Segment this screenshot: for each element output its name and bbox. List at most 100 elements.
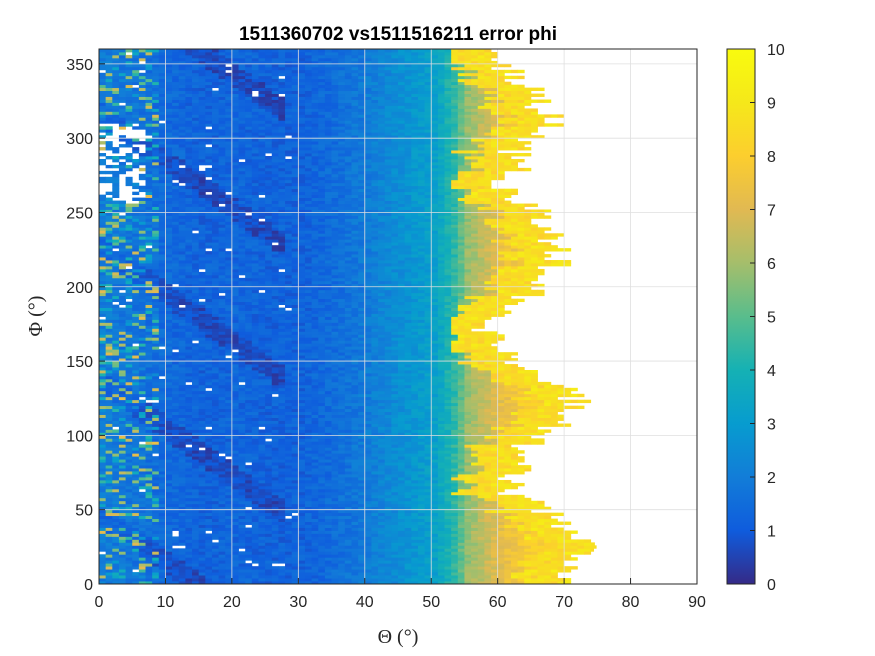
- heatmap-cell: [344, 420, 352, 424]
- heatmap-cell: [245, 578, 253, 582]
- heatmap-cell: [152, 429, 160, 433]
- heatmap-cell: [351, 414, 359, 418]
- heatmap-cell: [484, 447, 492, 451]
- heatmap-cell: [537, 399, 545, 404]
- heatmap-cell: [231, 358, 239, 362]
- heatmap-cell: [198, 367, 206, 371]
- heatmap-cell: [524, 569, 532, 573]
- heatmap-cell: [510, 557, 518, 561]
- heatmap-cell: [431, 375, 439, 380]
- heatmap-cell: [431, 581, 439, 585]
- heatmap-cell: [577, 542, 585, 546]
- heatmap-cell: [211, 527, 219, 531]
- heatmap-cell: [557, 539, 565, 543]
- heatmap-cell: [198, 411, 206, 415]
- heatmap-cell: [271, 390, 279, 395]
- heatmap-cell: [378, 444, 386, 448]
- heatmap-cell: [271, 358, 279, 362]
- heatmap-cell: [165, 393, 173, 398]
- heatmap-cell: [238, 414, 246, 418]
- heatmap-cell: [178, 575, 186, 579]
- heatmap-cell: [245, 521, 253, 525]
- heatmap-cell: [99, 494, 107, 499]
- heatmap-cell: [271, 405, 279, 410]
- heatmap-cell: [457, 405, 465, 410]
- heatmap-cell: [417, 462, 425, 466]
- heatmap-cell: [205, 375, 213, 380]
- heatmap-cell: [338, 521, 346, 525]
- heatmap-cell: [198, 506, 206, 511]
- heatmap-cell: [464, 444, 472, 448]
- heatmap-cell: [238, 554, 246, 558]
- heatmap-cell: [251, 417, 259, 421]
- heatmap-cell: [398, 414, 406, 418]
- heatmap-cell: [510, 364, 518, 368]
- heatmap-cell: [105, 355, 113, 359]
- heatmap-cell: [218, 423, 226, 427]
- heatmap-cell: [491, 447, 499, 451]
- heatmap-cell: [185, 387, 193, 392]
- heatmap-cell: [118, 465, 126, 469]
- heatmap-cell: [324, 393, 332, 398]
- heatmap-cell: [145, 509, 153, 514]
- heatmap-cell: [278, 432, 286, 436]
- heatmap-cell: [145, 506, 160, 511]
- heatmap-cell: [258, 465, 266, 469]
- heatmap-cell: [132, 539, 140, 543]
- heatmap-cell: [504, 396, 512, 401]
- heatmap-cell: [550, 569, 558, 573]
- heatmap-cell: [497, 503, 505, 508]
- heatmap-cell: [437, 518, 445, 522]
- heatmap-cell: [271, 485, 279, 490]
- heatmap-cell: [384, 548, 392, 552]
- heatmap-cell: [225, 563, 233, 567]
- heatmap-cell: [517, 435, 525, 439]
- heatmap-cell: [431, 509, 439, 514]
- heatmap-cell: [411, 429, 419, 433]
- heatmap-cell: [444, 477, 452, 481]
- heatmap-cell: [324, 444, 332, 448]
- heatmap-cell: [437, 393, 445, 398]
- heatmap-cell: [311, 414, 319, 418]
- heatmap-cell: [198, 497, 206, 502]
- heatmap-cell: [471, 477, 479, 481]
- heatmap-cell: [431, 435, 439, 439]
- heatmap-cell: [118, 358, 126, 362]
- heatmap-cell: [431, 402, 439, 407]
- heatmap-cell: [185, 474, 193, 478]
- heatmap-cell: [304, 408, 313, 413]
- heatmap-cell: [344, 536, 352, 540]
- heatmap-cell: [271, 500, 279, 505]
- heatmap-cell: [457, 372, 465, 377]
- heatmap-cell: [198, 361, 206, 365]
- heatmap-cell: [185, 581, 193, 585]
- heatmap-cell: [444, 423, 452, 427]
- heatmap-cell: [185, 402, 193, 407]
- heatmap-cell: [132, 411, 140, 415]
- heatmap-cell: [198, 560, 206, 564]
- heatmap-cell: [371, 372, 379, 377]
- heatmap-cell: [185, 524, 193, 528]
- heatmap-cell: [391, 575, 399, 579]
- heatmap-cell: [145, 485, 153, 490]
- heatmap-cell: [118, 384, 126, 389]
- heatmap-cell: [245, 453, 253, 457]
- heatmap-cell: [358, 491, 366, 496]
- heatmap-cell: [457, 396, 465, 401]
- heatmap-cell: [451, 468, 459, 472]
- heatmap-cell: [238, 453, 246, 457]
- heatmap-cell: [371, 474, 379, 478]
- heatmap-cell: [271, 375, 279, 380]
- heatmap-cell: [158, 405, 166, 410]
- heatmap-cell: [398, 370, 406, 374]
- heatmap-cell: [544, 578, 552, 582]
- heatmap-cell: [291, 381, 299, 386]
- heatmap-cell: [258, 515, 266, 520]
- heatmap-cell: [291, 358, 299, 362]
- heatmap-cell: [344, 563, 352, 567]
- heatmap-cell: [318, 512, 326, 517]
- heatmap-cell: [198, 435, 206, 439]
- heatmap-cell: [324, 471, 332, 475]
- heatmap-cell: [477, 414, 485, 418]
- heatmap-cell: [218, 545, 226, 549]
